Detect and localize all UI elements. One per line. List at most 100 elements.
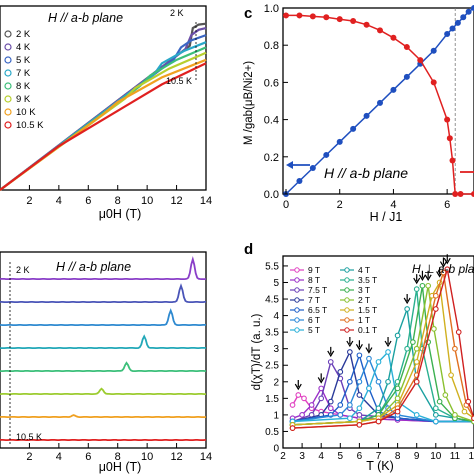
panel-c-annotation: H // a-b plane	[324, 165, 408, 181]
panel-d-data-point	[356, 378, 363, 385]
panel-d-data-point	[347, 349, 353, 355]
panel-a-label-side: 10.5 K	[166, 76, 192, 86]
panel-a-x-tick-label: 10	[141, 195, 153, 207]
panel-d-x-tick-label: 7	[376, 451, 382, 462]
panel-b-label-bottom: 10.5 K	[16, 432, 42, 442]
panel-d-data-point	[337, 402, 344, 408]
panel-c-data-point	[390, 86, 397, 93]
panel-c-data-point	[444, 31, 451, 38]
panel-d-data-point	[356, 421, 363, 428]
panel-c-data-point	[363, 112, 370, 119]
panel-d-peak-arrow-icon	[365, 343, 373, 354]
panel-c-x-axis-label: H / J1	[370, 210, 403, 224]
panel-a-x-tick-label: 8	[115, 195, 121, 207]
panel-d-peak-arrow-icon	[424, 270, 432, 281]
panel-d-data-point	[465, 398, 472, 405]
panel-c-data-point	[430, 47, 437, 54]
panel-c-data-point	[471, 191, 474, 197]
panel-d-legend-label: 7 T	[308, 295, 320, 305]
panel-c-data-point	[471, 5, 474, 11]
panel-d-x-tick-label: 9	[414, 451, 420, 462]
panel-d-data-point	[394, 408, 401, 415]
panel-d-peak-arrow-icon	[317, 373, 325, 384]
panel-c-data-point	[283, 12, 289, 19]
panel-a-legend-marker	[4, 95, 12, 103]
panel-d-peak-arrow-icon	[413, 274, 421, 285]
panel-d-data-point	[442, 392, 449, 398]
panel-d-data-point	[347, 415, 353, 422]
panel-c-data-point	[377, 99, 383, 106]
panel-d-y-tick-label: 1	[273, 410, 279, 421]
panel-d-legend: 9 T8 T7.5 T7 T6.5 T6 T5 T4 T3.5 T3 T2 T1…	[290, 265, 377, 335]
panel-d-x-tick-label: 3	[299, 451, 305, 462]
panel-c-data-point	[390, 34, 397, 41]
panel-d-data-point	[356, 392, 363, 398]
panel-a-legend: 2 K 4 K 5 K 7 K 8 K 9 K 10 K 10.5 K	[4, 29, 44, 131]
panel-c-x-tick-label: 4	[390, 199, 396, 211]
panel-d-data-point	[299, 412, 305, 418]
panel-d-legend-label: 1 T	[358, 315, 370, 325]
panel-c-data-point	[336, 138, 343, 145]
panel-c-data-point	[363, 21, 370, 28]
panel-d-y-tick-label: 4	[273, 311, 279, 322]
panel-d-data-point	[385, 349, 391, 355]
panel-b-series-line	[0, 387, 206, 396]
panel-d-legend-marker	[294, 327, 300, 333]
panel-d-peak-arrow-icon	[327, 346, 335, 358]
panel-c-y-tick-label: 0.2	[264, 152, 279, 164]
panel-d-data-point	[413, 359, 420, 365]
panel-d-data-point	[410, 339, 416, 345]
panel-d-series-line	[292, 350, 474, 423]
panel-d-x-tick-label: 6	[357, 451, 363, 462]
panel-c-x-tick-label: 0	[283, 199, 289, 211]
panel-a: H // a-b plane 2 K 10.5 K 2 K 4 K 5 K 7 K 8 …	[0, 5, 212, 221]
panel-a-plot-area	[0, 22, 207, 191]
panel-b-x-tick-label: 8	[115, 451, 121, 463]
panel-a-label-top: 2 K	[170, 8, 184, 18]
panel-d-legend-marker	[294, 297, 300, 303]
panel-d-peak-arrow-icon	[403, 293, 411, 305]
panel-a-x-tick-label: 4	[56, 195, 62, 207]
panel-a-legend-marker	[4, 43, 12, 51]
panel-d-x-tick-label: 8	[395, 451, 401, 462]
panel-d-y-tick-label: 0.5	[265, 427, 279, 438]
panel-d-data-point	[455, 329, 462, 335]
panel-d-x-tick-label: 2	[280, 451, 286, 462]
panel-d-legend-marker	[294, 267, 300, 273]
panel-d-data-point	[394, 385, 401, 392]
panel-d-data-point	[413, 286, 420, 292]
panel-b-x-tick-label: 2	[26, 451, 32, 463]
panel-d-legend-marker	[294, 287, 300, 293]
panel-d: d 9 T8 T7.5 T7 T6.5 T6 T5 T 4 T3.5 T3 T2 …	[244, 241, 474, 473]
panel-d-peak-arrow-icon	[443, 254, 451, 265]
panel-d-data-point	[356, 352, 363, 359]
panel-d-series-line	[292, 386, 474, 423]
panel-d-data-point	[347, 402, 353, 408]
panel-d-legend-marker	[344, 267, 350, 273]
panel-d-legend-label: 9 T	[308, 265, 320, 275]
panel-d-data-point	[432, 418, 439, 425]
panel-d-data-point	[413, 378, 420, 385]
panel-b-series-line	[0, 334, 207, 350]
panel-c-y-tick-label: 0.8	[264, 40, 279, 52]
panel-d-legend-label: 4 T	[358, 265, 370, 275]
panel-a-x-tick-label: 2	[26, 195, 32, 207]
panel-d-y-tick-label: 2.5	[265, 361, 279, 372]
panel-d-data-point	[327, 359, 334, 365]
panel-a-legend-marker	[4, 69, 12, 77]
panel-d-data-point	[413, 345, 420, 352]
panel-c-data-point	[457, 191, 464, 197]
panel-c-data-point	[454, 19, 461, 26]
panel-c-data-point	[449, 157, 456, 164]
panel-c-x-tick-label: 6	[444, 199, 450, 211]
panel-b-x-ticks: 2 4 6 8 10 12 14	[26, 443, 212, 463]
panel-c-data-point	[465, 8, 472, 15]
panel-d-legend-label: 3.5 T	[358, 275, 377, 285]
panel-d-data-point	[318, 395, 325, 402]
panel-d-data-point	[327, 398, 334, 405]
panel-d-data-point	[444, 266, 451, 273]
panel-d-data-point	[471, 415, 474, 422]
panel-b-series-line	[0, 361, 207, 373]
panel-d-legend-label: 3 T	[358, 285, 370, 295]
panel-a-legend-label: 10 K	[16, 107, 36, 118]
